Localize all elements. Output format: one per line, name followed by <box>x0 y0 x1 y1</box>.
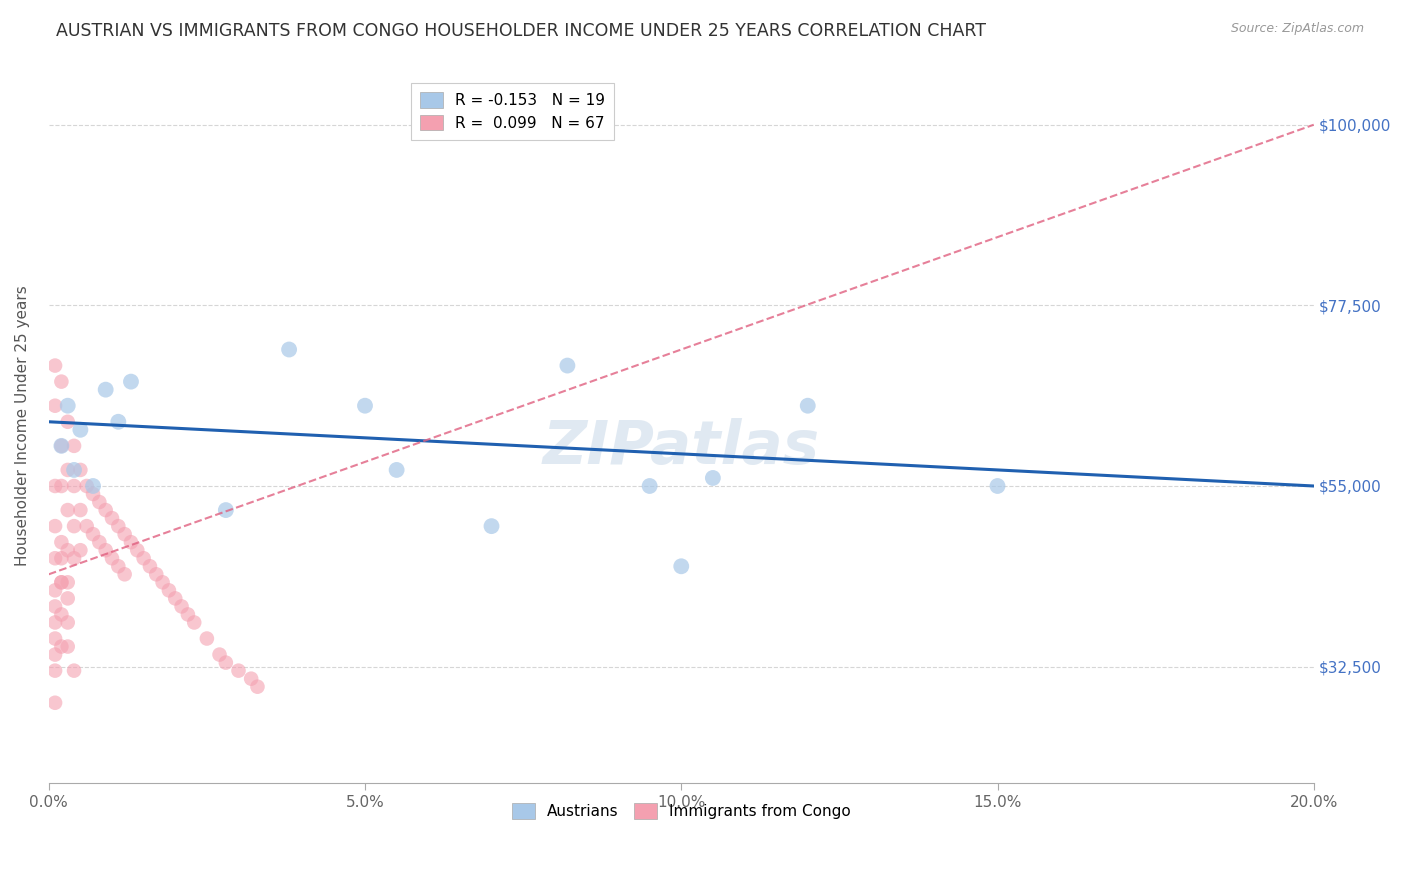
Point <box>63 463 86 477</box>
Point <box>127 543 149 558</box>
Point <box>63 479 86 493</box>
Point <box>152 575 174 590</box>
Point <box>139 559 162 574</box>
Point <box>215 656 238 670</box>
Point <box>51 439 73 453</box>
Text: AUSTRIAN VS IMMIGRANTS FROM CONGO HOUSEHOLDER INCOME UNDER 25 YEARS CORRELATION : AUSTRIAN VS IMMIGRANTS FROM CONGO HOUSEH… <box>56 22 986 40</box>
Point <box>165 591 187 606</box>
Point <box>44 479 66 493</box>
Point <box>44 519 66 533</box>
Point <box>145 567 167 582</box>
Point <box>132 551 155 566</box>
Point <box>44 599 66 614</box>
Point <box>44 696 66 710</box>
Point <box>56 415 79 429</box>
Point <box>56 463 79 477</box>
Point <box>82 527 104 541</box>
Point <box>69 543 91 558</box>
Point <box>51 607 73 622</box>
Text: ZIPatlas: ZIPatlas <box>543 417 820 476</box>
Point <box>51 575 73 590</box>
Point <box>94 383 117 397</box>
Point <box>51 535 73 549</box>
Point <box>69 503 91 517</box>
Point <box>94 543 117 558</box>
Point <box>195 632 218 646</box>
Point <box>107 559 129 574</box>
Point <box>94 503 117 517</box>
Point <box>63 439 86 453</box>
Point <box>157 583 180 598</box>
Point <box>107 519 129 533</box>
Point <box>56 575 79 590</box>
Point <box>56 640 79 654</box>
Point <box>120 375 142 389</box>
Point <box>671 559 693 574</box>
Point <box>69 463 91 477</box>
Y-axis label: Householder Income Under 25 years: Householder Income Under 25 years <box>15 285 30 566</box>
Point <box>56 591 79 606</box>
Point <box>120 535 142 549</box>
Point <box>89 535 111 549</box>
Point <box>63 664 86 678</box>
Point <box>51 479 73 493</box>
Point <box>246 680 269 694</box>
Point <box>354 399 377 413</box>
Point <box>385 463 408 477</box>
Point <box>63 551 86 566</box>
Point <box>702 471 724 485</box>
Point <box>557 359 579 373</box>
Point <box>44 583 66 598</box>
Legend: Austrians, Immigrants from Congo: Austrians, Immigrants from Congo <box>506 797 856 825</box>
Point <box>51 640 73 654</box>
Point <box>44 632 66 646</box>
Point <box>44 648 66 662</box>
Point <box>101 511 124 525</box>
Point <box>44 399 66 413</box>
Point <box>76 519 98 533</box>
Point <box>76 479 98 493</box>
Point <box>56 399 79 413</box>
Point <box>44 615 66 630</box>
Point <box>208 648 231 662</box>
Point <box>56 543 79 558</box>
Point <box>228 664 250 678</box>
Point <box>797 399 820 413</box>
Point <box>114 567 136 582</box>
Point <box>481 519 503 533</box>
Point <box>101 551 124 566</box>
Point <box>82 487 104 501</box>
Point <box>89 495 111 509</box>
Point <box>51 375 73 389</box>
Point <box>51 439 73 453</box>
Point <box>240 672 263 686</box>
Point <box>56 503 79 517</box>
Point <box>170 599 193 614</box>
Point <box>278 343 301 357</box>
Point <box>82 479 104 493</box>
Point <box>44 551 66 566</box>
Point <box>69 423 91 437</box>
Point <box>177 607 200 622</box>
Point <box>51 551 73 566</box>
Point <box>51 575 73 590</box>
Point <box>986 479 1008 493</box>
Point <box>44 664 66 678</box>
Point <box>114 527 136 541</box>
Point <box>63 519 86 533</box>
Text: Source: ZipAtlas.com: Source: ZipAtlas.com <box>1230 22 1364 36</box>
Point <box>638 479 661 493</box>
Point <box>56 615 79 630</box>
Point <box>107 415 129 429</box>
Point <box>183 615 205 630</box>
Point <box>44 359 66 373</box>
Point <box>215 503 238 517</box>
